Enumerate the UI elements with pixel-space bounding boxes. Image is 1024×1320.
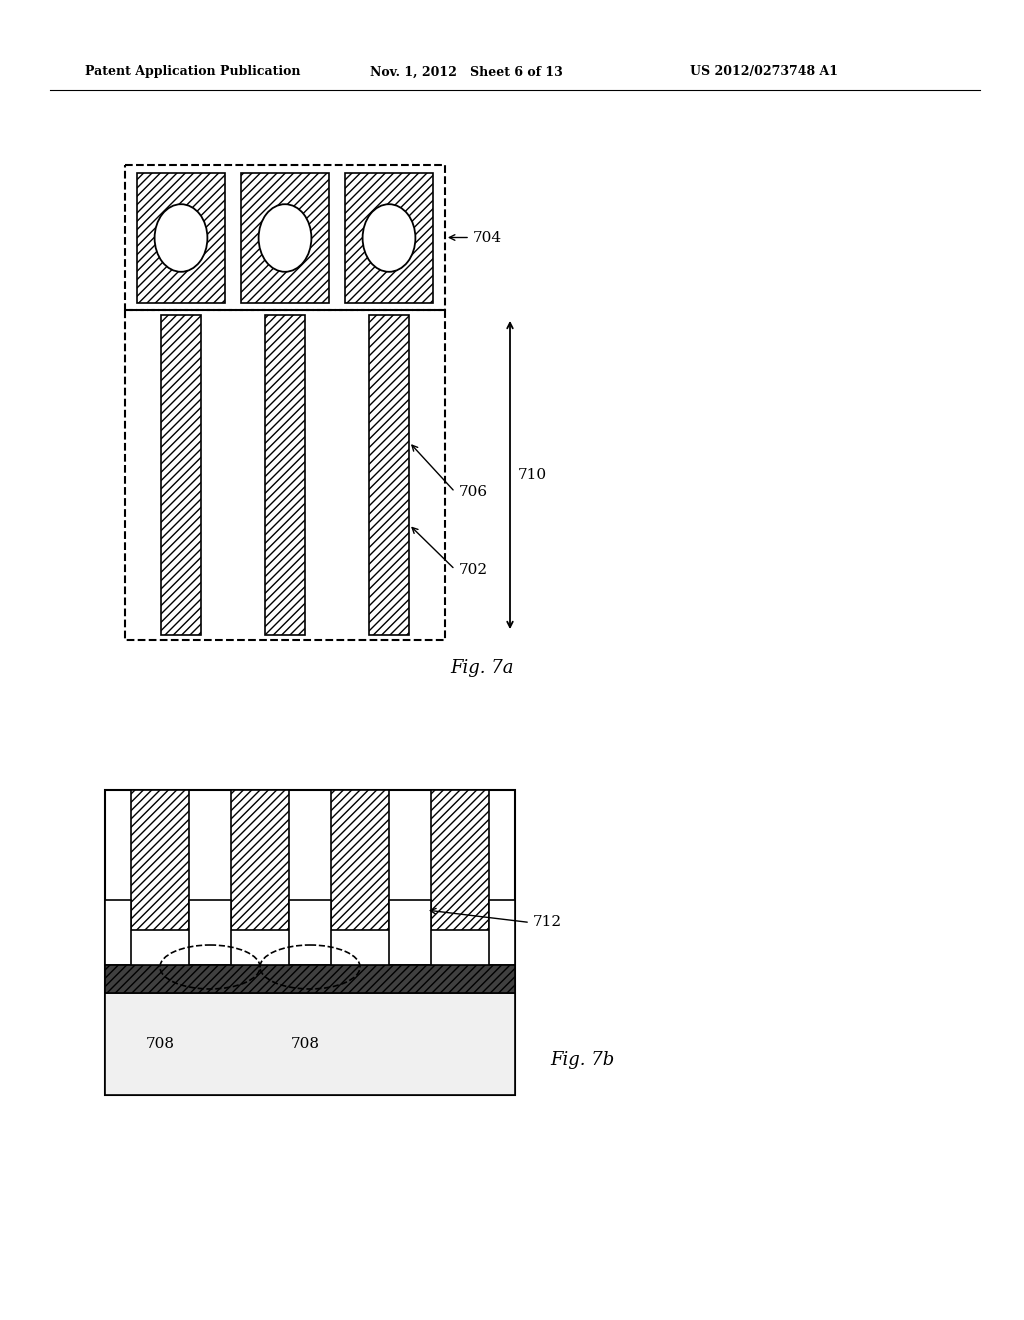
Bar bbox=[231, 789, 289, 931]
Bar bbox=[105, 965, 515, 993]
Bar bbox=[137, 173, 225, 304]
Text: 702: 702 bbox=[459, 562, 488, 577]
Bar bbox=[105, 789, 515, 1096]
Bar bbox=[489, 900, 515, 965]
Ellipse shape bbox=[155, 205, 208, 272]
Bar bbox=[345, 173, 433, 304]
Bar bbox=[125, 310, 445, 640]
Bar bbox=[131, 789, 189, 931]
Bar bbox=[431, 789, 489, 931]
Bar bbox=[265, 315, 305, 635]
Text: Nov. 1, 2012   Sheet 6 of 13: Nov. 1, 2012 Sheet 6 of 13 bbox=[370, 66, 563, 78]
Text: 712: 712 bbox=[534, 916, 562, 929]
Bar bbox=[105, 900, 131, 965]
Bar bbox=[161, 315, 201, 635]
Bar bbox=[105, 993, 515, 1096]
Text: Fig. 7b: Fig. 7b bbox=[550, 1051, 614, 1069]
Text: Fig. 7a: Fig. 7a bbox=[450, 659, 513, 677]
Ellipse shape bbox=[362, 205, 416, 272]
Text: 704: 704 bbox=[473, 231, 502, 244]
Text: 710: 710 bbox=[518, 469, 547, 482]
Ellipse shape bbox=[259, 205, 311, 272]
Bar bbox=[189, 900, 231, 965]
Bar bbox=[369, 315, 409, 635]
Bar bbox=[331, 789, 389, 931]
Bar bbox=[125, 165, 445, 310]
Bar bbox=[389, 900, 431, 965]
Bar bbox=[241, 173, 329, 304]
Bar bbox=[289, 900, 331, 965]
Text: 706: 706 bbox=[459, 484, 488, 499]
Text: Patent Application Publication: Patent Application Publication bbox=[85, 66, 300, 78]
Text: US 2012/0273748 A1: US 2012/0273748 A1 bbox=[690, 66, 838, 78]
Text: 708: 708 bbox=[145, 1038, 174, 1051]
Text: 708: 708 bbox=[291, 1038, 319, 1051]
